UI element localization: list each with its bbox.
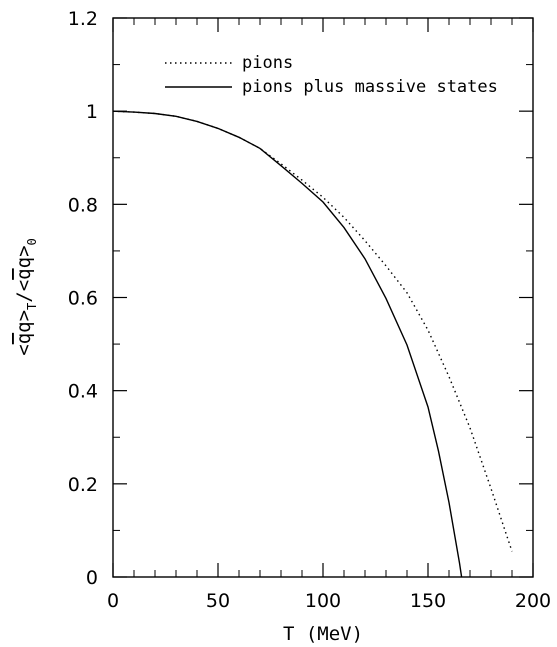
y-tick-label: 0 <box>86 567 98 589</box>
x-tick-label: 50 <box>206 590 230 612</box>
series-group <box>112 110 513 578</box>
y-label-part: /< <box>13 280 35 303</box>
y-axis: 0 0.2 0.4 0.6 0.8 1 1.2 <box>68 8 533 589</box>
y-tick-label: 0.2 <box>68 474 98 496</box>
y-tick-label: 1.2 <box>68 8 98 30</box>
y-label-subscript: T <box>25 303 39 310</box>
series-line-pions-plus-massive-states <box>112 110 463 578</box>
y-label-subscript: 0 <box>25 238 39 245</box>
x-tick-label: 200 <box>515 590 551 612</box>
x-tick-label: 100 <box>305 590 341 612</box>
series-line-pions <box>112 110 513 552</box>
legend-label: pions <box>242 53 293 73</box>
y-label-part: < <box>13 344 35 355</box>
x-tick-label: 150 <box>410 590 446 612</box>
y-tick-label: 1 <box>86 101 98 123</box>
y-tick-label: 0.6 <box>68 288 98 310</box>
y-tick-label: 0.8 <box>68 194 98 216</box>
y-label-part: q <box>13 333 35 344</box>
y-label-part: q> <box>13 245 35 268</box>
legend: pions pions plus massive states <box>165 53 498 97</box>
plot-frame <box>112 17 534 578</box>
y-tick-label: 0.4 <box>68 381 98 403</box>
x-axis-label: T (MeV) <box>283 623 363 645</box>
y-label-part: q> <box>13 310 35 333</box>
legend-label: pions plus massive states <box>242 77 498 97</box>
svg-text:<qq>T/<qq>0: <qq>T/<qq>0 <box>13 238 39 356</box>
y-axis-label: <qq>T/<qq>0 <box>13 238 39 356</box>
x-axis: 0 50 100 150 200 <box>107 18 551 612</box>
x-tick-label: 0 <box>107 590 119 612</box>
y-label-part: q <box>13 268 35 279</box>
